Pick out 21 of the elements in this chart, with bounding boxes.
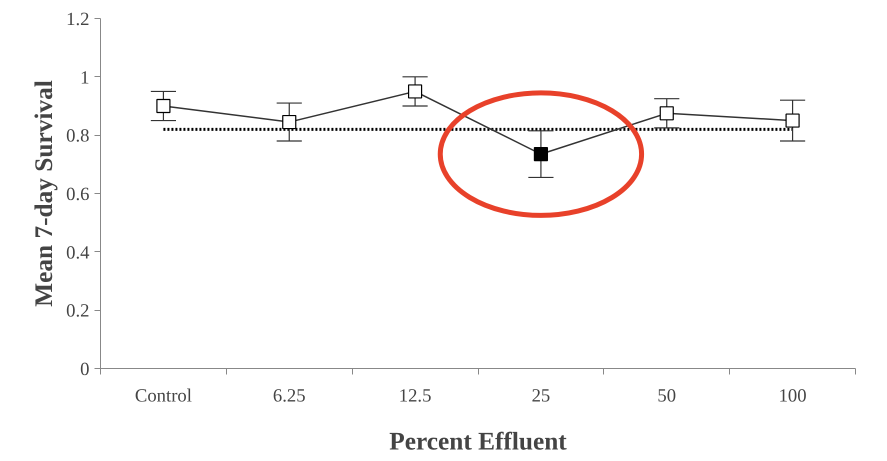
point [282,114,296,130]
point [408,84,422,99]
point [534,147,548,162]
point [785,113,800,128]
y-tick-label: 0.8 [66,126,90,147]
x-tick-label: 100 [778,386,807,406]
x-tick-label: 6.25 [272,386,306,406]
y-tick-label: 0.4 [66,242,90,264]
y-axis-title: Mean 7-day Survival [30,80,58,307]
y-tick-label: 1.2 [66,9,90,30]
y-tick-label: 0.6 [66,184,90,205]
x-tick-label: 25 [532,386,550,406]
y-tick-label: 0 [80,359,90,380]
y-tick-label: 0.2 [66,300,90,322]
point [156,98,171,114]
x-tick-label: Control [134,386,192,406]
x-tick-label: 50 [657,386,676,406]
x-axis-title: Percent Effluent [389,428,568,456]
y-tick-label: 1 [80,67,90,88]
x-tick-label: 12.5 [398,386,432,406]
point [660,106,674,120]
